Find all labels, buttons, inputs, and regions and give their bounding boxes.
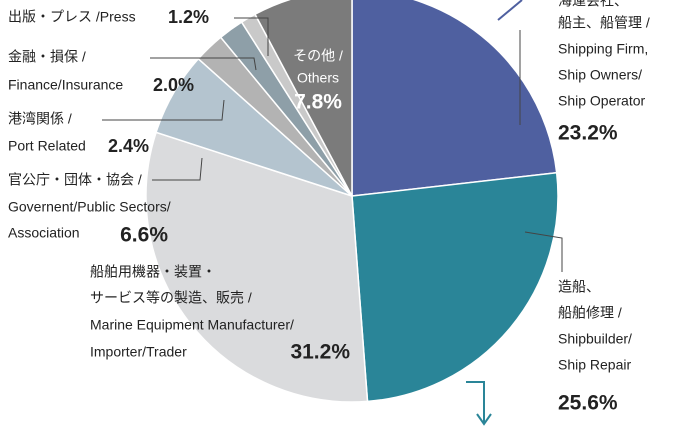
slice-label: 出版・プレス /Press [8,9,136,25]
slice-label: Governent/Public Sectors/ [8,199,171,215]
leader-line [152,157,203,181]
slice-label: 船舶用機器・装置・ [90,264,216,280]
slice-label: 官公庁・団体・協会 / [8,172,142,188]
accent-line [497,0,523,21]
slice-label: Ship Owners/ [558,67,642,83]
labels: 海運会社、船主、船管理 / Shipping Firm, Ship Owners/S… [8,0,650,415]
slice-label: 海運会社、 [558,0,628,9]
value-label: 31.2% [290,341,350,364]
leader-line [102,99,225,121]
slice-label: サービス等の製造、販売 / [90,290,252,306]
pie-slice [254,0,353,197]
leader-line [234,17,269,56]
slice-label: 船主、船管理 / [558,15,650,31]
value-label: 23.2% [558,122,618,145]
value-label: 6.6% [120,224,168,247]
slice-label: 港湾関係 / [8,111,72,127]
leader-line [524,231,563,272]
value-label: 2.4% [108,136,149,156]
slice-label: その他 / [293,48,343,64]
leaders [102,0,563,426]
value-label: 1.2% [168,7,209,27]
arrow [466,381,485,422]
slice-label: Port Related [8,138,86,154]
slice-label: Association [8,225,80,241]
arrow-head [476,413,492,426]
leader-line [150,57,257,71]
pie-slice [351,171,559,403]
slice-label: Others [297,70,339,86]
slice-label: 金融・損保 / [8,49,86,65]
slice-label: Shipping Firm, [558,41,648,57]
slice-label: Ship Repair [558,357,631,373]
value-label: 2.0% [153,75,194,95]
value-label: 7.8% [294,91,342,114]
slice-label: Importer/Trader [90,344,187,360]
slice-label: 造船、 [558,279,600,295]
pie-slice [351,0,558,197]
pie-slice [145,131,369,403]
value-label: 25.6% [558,392,618,415]
slice-label: Shipbuilder/ [558,331,632,347]
slice-label: Marine Equipment Manufacturer/ [90,317,294,333]
slice-label: Ship Operator [558,93,645,109]
pie [145,0,559,403]
slice-label: Finance/Insurance [8,77,123,93]
slice-label: 船舶修理 / [558,305,622,321]
